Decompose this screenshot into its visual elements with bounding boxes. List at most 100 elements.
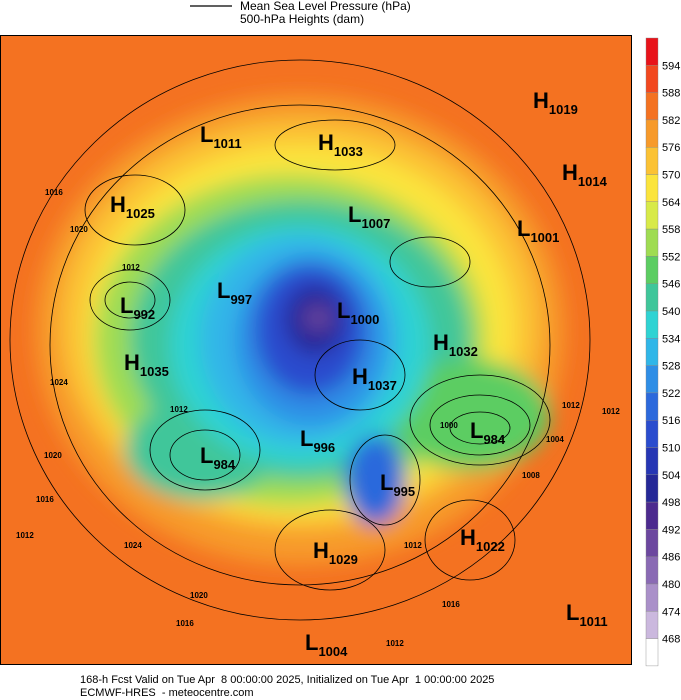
center-kind: L [566,600,579,625]
colorbar-tick-label: 582 [662,115,680,127]
center-kind: H [533,88,549,113]
colorbar-tick-label: 480 [662,579,680,591]
center-kind: L [517,216,530,241]
center-value: 1014 [578,174,608,189]
colorbar-swatch [645,65,659,93]
pressure-center: L1011 [200,122,242,151]
colorbar-swatch [645,529,659,557]
center-value: 1001 [530,230,559,245]
center-value: 1025 [126,206,155,221]
pressure-center: L1004 [305,630,348,659]
colorbar-tick-label: 510 [662,443,680,455]
footer-valid: 168-h Fcst Valid on Tue Apr 8 00:00:00 2… [80,674,494,686]
colorbar-swatch [645,420,659,448]
colorbar-tick-label: 504 [662,470,680,482]
colorbar-swatch [645,228,659,257]
center-kind: L [470,418,483,443]
colorbar-swatch [645,283,659,312]
pressure-center: H1029 [313,538,358,567]
isobar-label: 1020 [70,225,88,234]
colorbar-tick-label: 570 [662,170,680,182]
center-kind: H [110,192,126,217]
center-kind: L [200,443,213,468]
isobar-label: 1012 [16,531,34,540]
colorbar-tick-label: 588 [662,88,680,100]
isobar-label: 1012 [562,401,580,410]
center-value: 996 [313,440,335,455]
center-kind: L [305,630,318,655]
isobar-label: 1024 [50,378,68,387]
colorbar-tick-label: 522 [662,388,680,400]
pressure-center: L984 [200,443,236,472]
center-value: 1011 [579,614,607,629]
pressure-center: L984 [470,418,506,447]
pressure-center: H1014 [562,160,608,189]
center-value: 1019 [549,102,578,117]
center-kind: H [318,130,334,155]
center-value: 995 [393,484,415,499]
center-value: 1035 [140,364,169,379]
center-value: 1007 [361,216,390,231]
center-kind: L [300,426,313,451]
colorbar-swatch [645,310,659,339]
colorbar-swatch [645,638,659,667]
center-kind: H [313,538,329,563]
center-kind: H [460,525,476,550]
center-kind: L [200,122,213,147]
colorbar-tick-label: 486 [662,552,680,564]
colorbar-swatch [645,256,659,284]
colorbar-swatch [645,611,659,639]
center-kind: L [337,298,350,323]
colorbar-swatch [645,37,659,66]
colorbar-swatch [645,338,659,366]
colorbar-tick-label: 594 [662,60,680,72]
center-value: 1029 [329,552,358,567]
map-frame [0,35,632,665]
colorbar-tick-label: 576 [662,142,680,154]
isobar-label: 1000 [440,421,458,430]
colorbar-swatch [645,447,659,475]
pressure-center: H1022 [460,525,505,554]
pressure-center: H1032 [433,330,478,359]
isobar-label: 1020 [190,591,208,600]
center-kind: L [120,293,133,318]
colorbar-tick-label: 468 [662,634,680,646]
isobar-label: 1012 [602,407,620,416]
pressure-center: L992 [120,293,155,322]
colorbar-tick-label: 546 [662,279,680,291]
isobar-label: 1008 [522,471,540,480]
center-value: 1000 [350,312,379,327]
center-value: 984 [483,432,505,447]
isobar-label: 1016 [176,619,194,628]
colorbar-swatch [645,146,659,175]
legend-heights: 500-hPa Heights (dam) [240,12,364,26]
isobar-label: 1012 [386,639,404,648]
isobar-label: 1016 [442,600,460,609]
colorbar-tick-label: 534 [662,333,680,345]
center-kind: L [217,278,230,303]
colorbar-tick-label: 540 [662,306,680,318]
center-value: 984 [213,457,235,472]
pressure-center: H1035 [124,350,169,379]
colorbar-tick-label: 516 [662,415,680,427]
isobar-label: 1024 [124,541,142,550]
center-value: 1033 [334,144,363,159]
pressure-center: L1011 [566,600,608,629]
center-kind: H [124,350,140,375]
pressure-center: L1000 [337,298,379,327]
center-kind: L [348,202,361,227]
isobar-label: 1016 [36,495,54,504]
map [0,35,632,665]
center-kind: H [352,364,368,389]
isobar-label: 1004 [546,435,564,444]
isobar-label: 1020 [44,451,62,460]
center-value: 992 [133,307,155,322]
center-kind: L [380,470,393,495]
pressure-center: H1019 [533,88,578,117]
colorbar-tick-label: 474 [662,606,680,618]
pressure-center: H1037 [352,364,397,393]
pressure-center: H1025 [110,192,155,221]
colorbar-swatch [645,501,659,530]
colorbar-swatch [645,92,659,121]
